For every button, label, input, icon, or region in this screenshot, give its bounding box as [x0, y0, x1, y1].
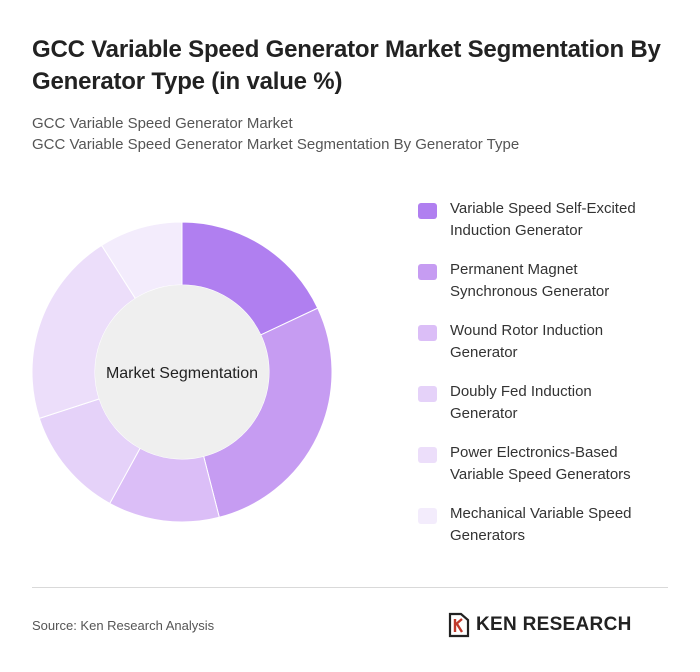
brand-logo: KEN RESEARCH	[448, 611, 632, 639]
legend-swatch	[418, 203, 437, 219]
legend-item: Mechanical Variable Speed Generators	[418, 503, 678, 564]
legend-swatch	[418, 447, 437, 463]
donut-chart: Market Segmentation	[31, 221, 333, 523]
legend-item: Power Electronics-Based Variable Speed G…	[418, 442, 678, 503]
legend-swatch	[418, 325, 437, 341]
legend-item: Wound Rotor Induction Generator	[418, 320, 678, 381]
chart-legend: Variable Speed Self-Excited Induction Ge…	[418, 198, 678, 564]
footer-divider	[32, 587, 668, 588]
donut-slices	[31, 221, 333, 523]
legend-swatch	[418, 508, 437, 524]
legend-item: Permanent Magnet Synchronous Generator	[418, 259, 678, 320]
legend-label: Power Electronics-Based Variable Speed G…	[450, 444, 631, 483]
subtitle-line-2: GCC Variable Speed Generator Market Segm…	[32, 136, 520, 153]
source-note: Source: Ken Research Analysis	[32, 618, 215, 633]
legend-swatch	[418, 386, 437, 402]
legend-label: Permanent Magnet Synchronous Generator	[450, 261, 610, 300]
subtitle-line-1: GCC Variable Speed Generator Market	[32, 115, 293, 132]
chart-title: GCC Variable Speed Generator Market Segm…	[32, 36, 661, 95]
donut-hole	[95, 285, 269, 459]
legend-label: Wound Rotor Induction Generator	[450, 322, 604, 361]
legend-label: Mechanical Variable Speed Generators	[450, 505, 632, 544]
brand-name: KEN RESEARCH	[476, 614, 632, 635]
legend-swatch	[418, 264, 437, 280]
chart-subtitle: GCC Variable Speed Generator Market GCC …	[32, 113, 672, 155]
legend-item: Doubly Fed Induction Generator	[418, 381, 678, 442]
legend-label: Variable Speed Self-Excited Induction Ge…	[450, 200, 636, 239]
legend-label: Doubly Fed Induction Generator	[450, 383, 592, 422]
ken-research-logo-icon	[448, 612, 470, 638]
legend-item: Variable Speed Self-Excited Induction Ge…	[418, 198, 678, 259]
center-label: Market Segmentation	[106, 365, 258, 382]
